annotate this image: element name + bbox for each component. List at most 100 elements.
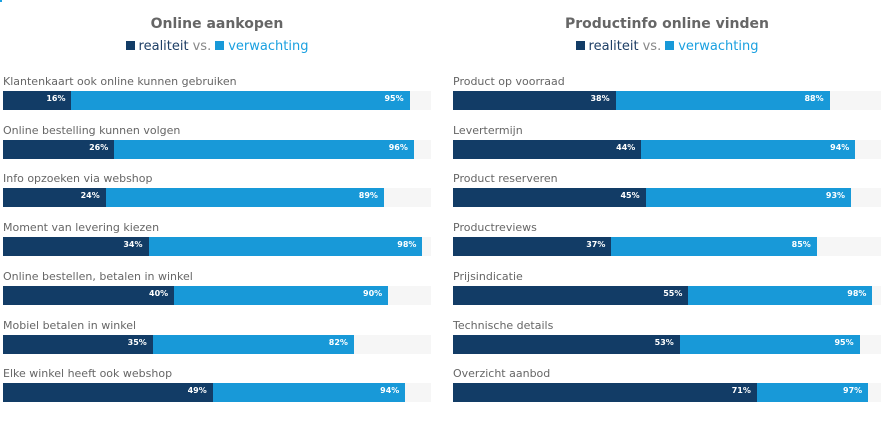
value-label-realiteit: 49% [187, 386, 207, 396]
legend: realiteit vs. verwachting [3, 39, 431, 54]
legend-swatch-verwachting [665, 41, 675, 50]
bar-realiteit: 26% [3, 139, 115, 159]
category-label: Product reserveren [453, 172, 558, 186]
legend-vs: vs. [192, 39, 212, 54]
bar-track: 94% 44% [453, 139, 881, 159]
value-label-verwachting: 98% [397, 240, 417, 250]
panel-title: Online aankopen [150, 16, 284, 32]
legend-swatch-verwachting [215, 41, 225, 50]
bar-track: 95% 16% [3, 91, 431, 110]
bar-row: Mobiel betalen in winkel 82% 35% [3, 319, 431, 357]
value-label-verwachting: 95% [834, 337, 854, 347]
value-label-verwachting: 85% [791, 240, 811, 250]
value-label-verwachting: 82% [328, 337, 348, 347]
bar-realiteit: 71% [453, 383, 757, 403]
legend-label-verwachting: verwachting [678, 39, 759, 54]
bar-realiteit: 40% [3, 285, 175, 305]
value-label-realiteit: 16% [46, 94, 66, 103]
bar-track: 90% 40% [3, 285, 431, 305]
bar-track: 88% 38% [453, 91, 881, 110]
value-label-verwachting: 93% [825, 191, 846, 201]
category-label: Product op voorraad [453, 75, 565, 88]
value-label-realiteit: 34% [123, 240, 143, 250]
category-label: Productreviews [453, 221, 537, 235]
bar-track: 98% 34% [3, 237, 431, 257]
value-label-realiteit: 26% [89, 142, 109, 152]
value-label-verwachting: 90% [363, 288, 383, 298]
value-label-realiteit: 37% [586, 240, 606, 250]
bar-row: Prijsindicatie 98% 55% [453, 270, 881, 308]
legend-swatch-realiteit [575, 41, 585, 50]
bar-row: Online bestelling kunnen volgen 96% 26% [3, 124, 431, 162]
legend-swatch-realiteit [125, 41, 135, 50]
category-label: Overzicht aanbod [453, 367, 551, 381]
value-label-verwachting: 98% [847, 288, 867, 298]
bar-realiteit: 45% [453, 188, 646, 208]
bar-realiteit: 44% [453, 139, 642, 159]
value-label-realiteit: 35% [127, 337, 147, 347]
bar-track: 85% 37% [453, 237, 881, 257]
category-label: Moment van levering kiezen [3, 221, 160, 235]
value-label-realiteit: 45% [620, 191, 640, 201]
bar-realiteit: 34% [3, 237, 149, 257]
bar-row: Elke winkel heeft ook webshop 94% 49% [3, 367, 431, 405]
category-label: Levertermijn [453, 123, 523, 137]
bar-track: 94% 49% [3, 383, 431, 403]
bar-row: Product op voorraad 88% 38% [453, 75, 881, 113]
bar-track: 96% 26% [3, 139, 431, 159]
bar-realiteit: 49% [3, 383, 213, 403]
value-label-verwachting: 96% [388, 142, 408, 152]
bar-realiteit: 38% [453, 91, 616, 110]
value-label-realiteit: 44% [616, 142, 636, 152]
category-label: Technische details [453, 318, 554, 332]
legend-label-realiteit: realiteit [588, 39, 639, 54]
category-label: Klantenkaart ook online kunnen gebruiken [3, 75, 237, 88]
bar-row: Info opzoeken via webshop 89% 24% [3, 172, 431, 210]
bar-row: Levertermijn 94% 44% [453, 124, 881, 162]
bar-row: Moment van levering kiezen 98% 34% [3, 221, 431, 259]
legend-vs: vs. [642, 39, 662, 54]
category-label: Online bestellen, betalen in winkel [3, 269, 193, 283]
panel-online-aankopen: Online aankopen realiteit vs. verwachting … [3, 0, 431, 426]
bar-verwachting: 95% [3, 91, 410, 110]
value-label-verwachting: 95% [384, 94, 404, 103]
bar-realiteit: 24% [3, 188, 106, 208]
bar-realiteit: 53% [453, 334, 680, 354]
bar-track: 93% 45% [453, 188, 881, 208]
bar-track: 82% 35% [3, 334, 431, 354]
value-label-realiteit: 55% [663, 288, 683, 298]
value-label-realiteit: 40% [149, 288, 169, 298]
bar-realiteit: 35% [3, 334, 153, 354]
value-label-verwachting: 94% [380, 386, 400, 396]
bar-row: Klantenkaart ook online kunnen gebruiken… [3, 75, 431, 113]
category-label: Prijsindicatie [453, 269, 523, 283]
value-label-verwachting: 97% [843, 386, 863, 396]
bar-track: 98% 55% [453, 285, 881, 305]
bar-track: 89% 24% [3, 188, 431, 208]
value-label-realiteit: 38% [590, 94, 610, 103]
category-label: Info opzoeken via webshop [3, 172, 153, 186]
bar-row: Product reserveren 93% 45% [453, 172, 881, 210]
bar-row: Technische details 95% 53% [453, 319, 881, 357]
bar-row: Productreviews 85% 37% [453, 221, 881, 259]
value-label-realiteit: 53% [654, 337, 674, 347]
value-label-realiteit: 24% [80, 191, 100, 201]
value-label-verwachting: 88% [804, 94, 824, 103]
bar-realiteit: 55% [453, 285, 689, 305]
bar-track: 97% 71% [453, 383, 881, 403]
value-label-verwachting: 89% [358, 191, 378, 201]
panel-productinfo: Productinfo online vinden realiteit vs. ve… [453, 0, 881, 426]
value-label-realiteit: 71% [731, 386, 751, 396]
bar-row: Overzicht aanbod 97% 71% [453, 367, 881, 405]
category-label: Online bestelling kunnen volgen [3, 123, 181, 137]
legend-label-verwachting: verwachting [228, 39, 309, 54]
bar-realiteit: 16% [3, 91, 72, 110]
bar-realiteit: 37% [453, 237, 612, 257]
category-label: Elke winkel heeft ook webshop [3, 367, 173, 381]
bar-track: 95% 53% [453, 334, 881, 354]
category-label: Mobiel betalen in winkel [3, 318, 137, 332]
legend-label-realiteit: realiteit [138, 39, 189, 54]
value-label-verwachting: 94% [830, 142, 850, 152]
corner-dot [0, 0, 2, 2]
bar-row: Online bestellen, betalen in winkel 90% 40… [3, 270, 431, 308]
